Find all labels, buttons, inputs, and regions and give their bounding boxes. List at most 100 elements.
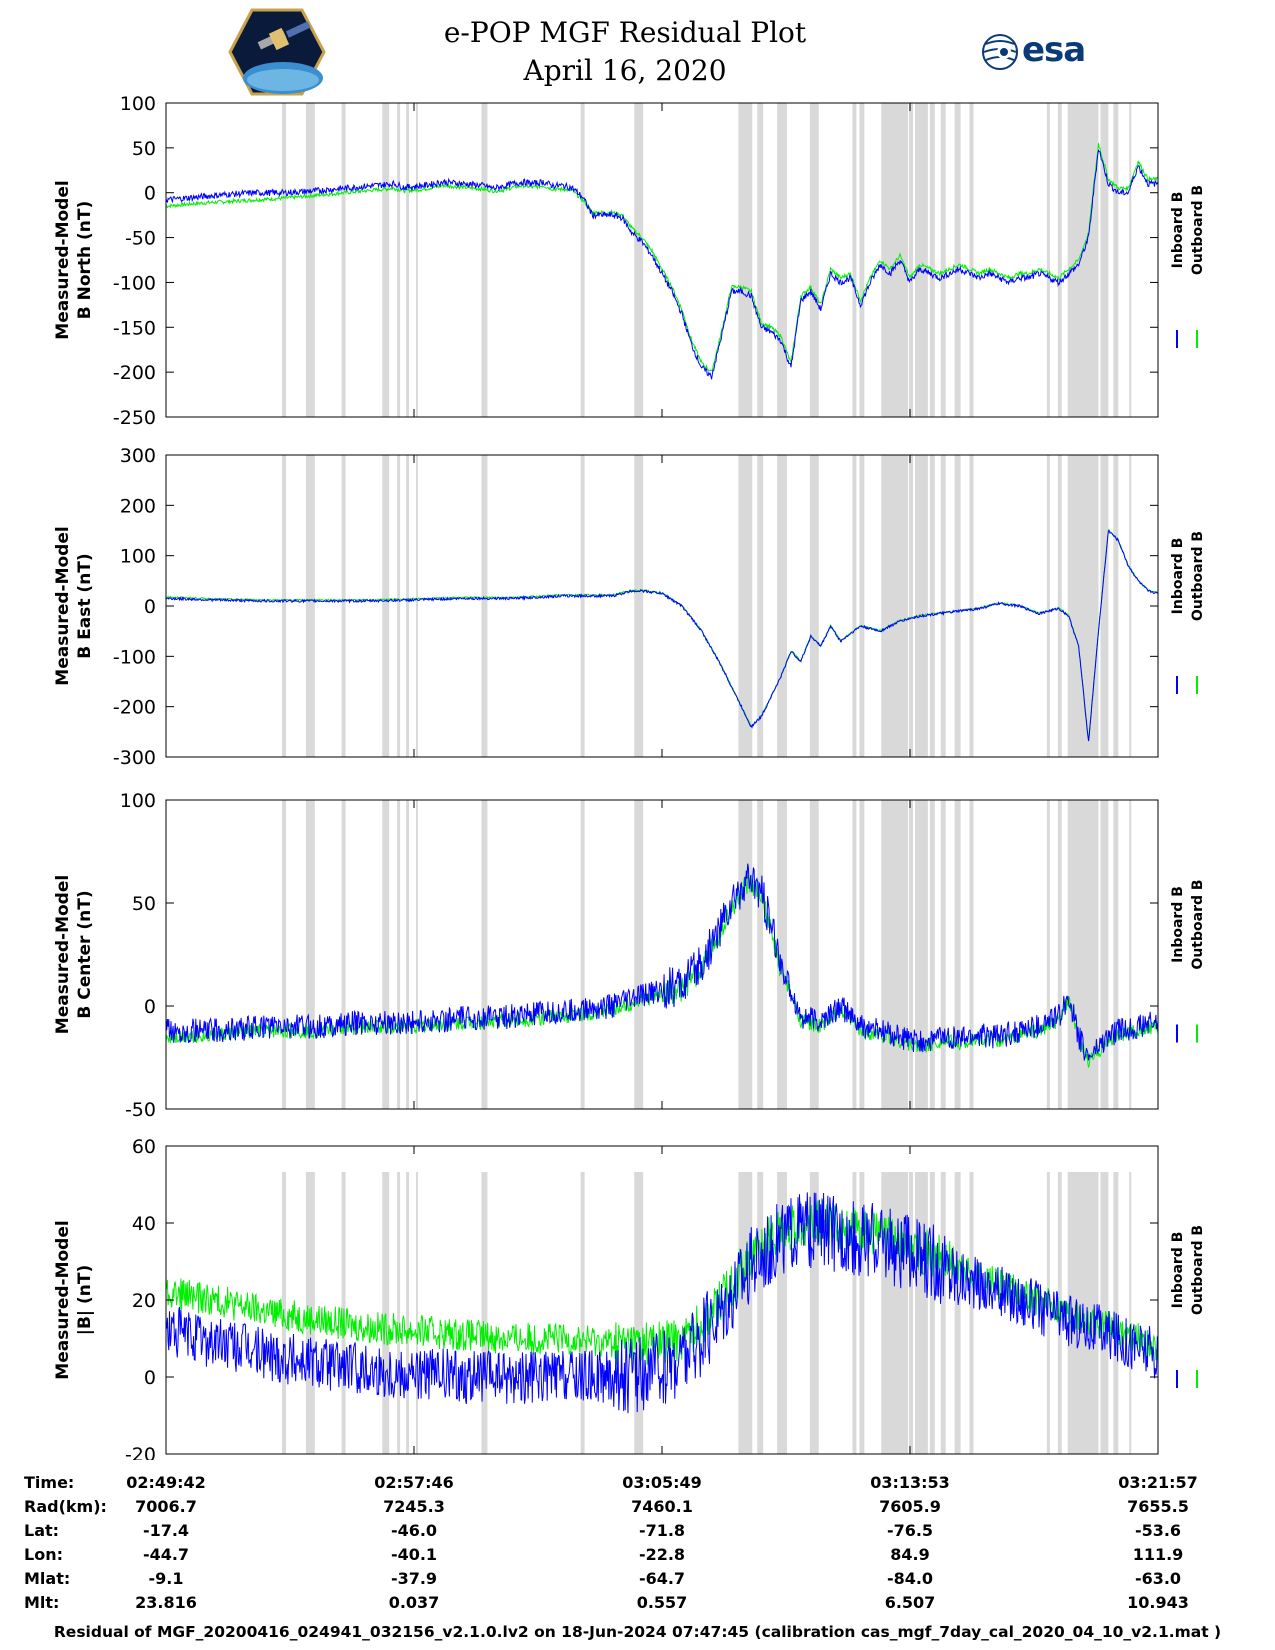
orbit-row-label: Lat: [24, 1521, 60, 1540]
esa-globe-icon [982, 34, 1018, 70]
orbit-row-label: Mlat: [24, 1569, 71, 1588]
data-gap [914, 455, 928, 757]
y-tick-label: 50 [132, 138, 156, 160]
data-gap [282, 103, 287, 417]
data-gap [397, 455, 401, 757]
data-gap [397, 103, 401, 417]
esa-logo [978, 32, 1020, 76]
data-gap [382, 455, 390, 757]
y-tick-label: -50 [125, 1099, 156, 1121]
data-gap [1046, 103, 1050, 417]
data-gap [1113, 103, 1119, 417]
data-gap [1113, 1172, 1119, 1454]
data-gap [969, 800, 974, 1109]
data-gap [382, 800, 390, 1109]
orbit-cell: -9.1 [148, 1569, 184, 1588]
data-gap [738, 455, 753, 757]
y-tick-label: 100 [120, 790, 156, 812]
series-inboard-line [165, 863, 1159, 1061]
orbit-cell: -53.6 [1134, 1521, 1182, 1540]
orbit-cell: 23.816 [135, 1593, 197, 1612]
legend-inboard-label: Inboard B [1170, 886, 1186, 963]
data-gap [1067, 800, 1099, 1109]
y-tick-label: 60 [132, 1136, 156, 1158]
orbit-row-label: Rad(km): [24, 1497, 107, 1516]
data-gap [1067, 103, 1099, 417]
y-tick-label: -100 [113, 646, 156, 668]
data-gap [1046, 800, 1050, 1109]
data-gap [1129, 103, 1132, 417]
legend-labels: Inboard B Outboard B [1170, 1225, 1206, 1315]
data-gap [914, 800, 928, 1109]
data-gap [777, 1172, 787, 1454]
data-gap [914, 103, 928, 417]
data-gap [481, 103, 488, 417]
legend-labels: Inboard B Outboard B [1170, 531, 1206, 621]
y-axis-label: Measured-Model |B| (nT) [53, 1220, 95, 1379]
orbit-cell: 7460.1 [631, 1497, 693, 1516]
data-gap [738, 800, 753, 1109]
data-gap [757, 1172, 764, 1454]
data-gap [757, 455, 764, 757]
data-gap [777, 103, 787, 417]
data-gap [929, 800, 935, 1109]
data-gap [580, 1172, 585, 1454]
y-tick-label: -100 [113, 272, 156, 294]
orbit-cell: 0.037 [388, 1593, 440, 1612]
orbit-cell: 7655.5 [1127, 1497, 1189, 1516]
data-gap [341, 455, 346, 757]
orbit-cell: 7605.9 [879, 1497, 941, 1516]
orbit-cell: -76.5 [886, 1521, 934, 1540]
data-gap [859, 800, 865, 1109]
data-gap [1113, 800, 1119, 1109]
y-tick-label: 20 [132, 1290, 156, 1312]
panel-3: 100 50 0 -50 Measured-Model B Center (nT) Inbo… [53, 790, 1206, 1121]
data-gap [1129, 1172, 1132, 1454]
data-gap [634, 800, 644, 1109]
orbit-cell: 84.9 [890, 1545, 930, 1564]
y-axis-label-line1: Measured-Model [53, 1220, 73, 1379]
data-gap [1100, 103, 1109, 417]
series-inboard-line [165, 1192, 1159, 1414]
data-gap [580, 800, 585, 1109]
orbit-cell: -22.8 [638, 1545, 686, 1564]
orbit-cell: 111.9 [1132, 1545, 1184, 1564]
data-gap [1100, 800, 1109, 1109]
data-gap [580, 455, 585, 757]
orbit-cell: 7245.3 [383, 1497, 445, 1516]
data-gap [406, 103, 410, 417]
data-gap [481, 455, 488, 757]
esa-logo-text: esa [1022, 30, 1086, 70]
data-gap [777, 455, 787, 757]
data-gap [852, 455, 857, 757]
data-gap [1046, 1172, 1050, 1454]
legend-outboard-label: Outboard B [1190, 531, 1206, 621]
data-gap [305, 103, 315, 417]
data-gap [954, 800, 961, 1109]
orbit-cell: -17.4 [142, 1521, 190, 1540]
data-gap [940, 1172, 946, 1454]
data-gap [909, 800, 913, 1109]
orbit-cell: 10.943 [1127, 1593, 1189, 1612]
y-tick-label: 0 [144, 996, 156, 1018]
data-gap [777, 800, 787, 1109]
data-gap [954, 103, 961, 417]
orbit-cell: -64.7 [638, 1569, 686, 1588]
orbit-cell: 03:05:49 [622, 1473, 702, 1492]
data-gap [282, 455, 287, 757]
legend-labels: Inboard B Outboard B [1170, 879, 1206, 969]
data-gap [859, 455, 865, 757]
data-gap [929, 455, 935, 757]
y-tick-label: -200 [113, 362, 156, 384]
data-gap [634, 1172, 644, 1454]
data-gap [969, 455, 974, 757]
series-outboard-line [165, 143, 1159, 373]
data-gap [481, 1172, 488, 1454]
data-gap [1057, 800, 1062, 1109]
panel-4: 60 40 20 0 -20 Measured-Model |B| (nT) Inboard … [53, 1136, 1206, 1460]
y-tick-label: 0 [144, 183, 156, 205]
data-gap [909, 103, 913, 417]
y-axis-label: Measured-Model B North (nT) [53, 180, 95, 339]
orbit-cell: -71.8 [638, 1521, 686, 1540]
